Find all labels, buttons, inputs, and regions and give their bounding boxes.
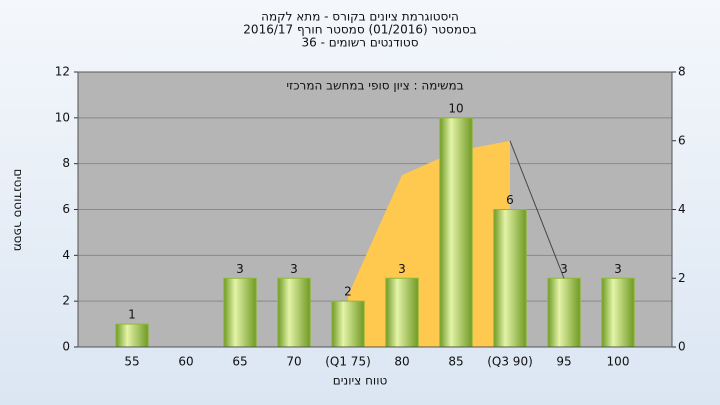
- x-tick-label: 100: [607, 355, 630, 369]
- x-tick-label: 65: [232, 355, 247, 369]
- y2-tick-label: 8: [678, 65, 686, 79]
- y-tick-label: 4: [62, 248, 70, 262]
- x-tick-label: 55: [124, 355, 139, 369]
- annotation: במשימה : ציון סופי במחשב המרכזי: [286, 79, 463, 93]
- bar: [115, 323, 149, 348]
- x-tick-label: (Q3 90): [487, 355, 533, 369]
- y-tick-label: 2: [62, 294, 70, 308]
- data-label: 3: [398, 262, 406, 276]
- chart-title: היסטוגרמת ציונים בקורס - מתא לקמה: [261, 10, 459, 24]
- y2-tick-label: 4: [678, 202, 686, 216]
- y-tick-label: 10: [55, 110, 70, 124]
- y-tick-label: 0: [62, 340, 70, 354]
- x-tick-label: (Q1 75): [325, 355, 371, 369]
- plot-border: [77, 71, 673, 348]
- y2-tick-label: 0: [678, 340, 686, 354]
- y-tick-label: 8: [62, 156, 70, 170]
- line: [509, 140, 565, 279]
- y2-tick-label: 2: [678, 271, 686, 285]
- y-tick-label: 6: [62, 202, 70, 216]
- data-label: 2: [344, 285, 352, 299]
- bar: [223, 277, 257, 348]
- data-label: 3: [614, 262, 622, 276]
- x-tick-label: 70: [286, 355, 301, 369]
- y2-tick-label: 6: [678, 133, 686, 147]
- x-tick-label: 85: [448, 355, 463, 369]
- data-label: 10: [448, 101, 463, 115]
- x-tick-label: 95: [556, 355, 571, 369]
- chart-subtitle: סטודנטים רשומים - 36: [301, 36, 418, 50]
- bar: [385, 277, 419, 348]
- data-label: 6: [506, 193, 514, 207]
- data-label: 3: [236, 262, 244, 276]
- x-tick-label: 80: [394, 355, 409, 369]
- bar: [547, 277, 581, 348]
- y-axis-label: מספר סטודנטים: [12, 169, 26, 252]
- bar: [439, 117, 473, 348]
- bar: [493, 209, 527, 348]
- x-tick-label: 60: [178, 355, 193, 369]
- bar: [331, 300, 365, 348]
- data-label: 3: [290, 262, 298, 276]
- y-tick-label: 12: [55, 65, 70, 79]
- bar: [601, 277, 635, 348]
- data-label: 3: [560, 262, 568, 276]
- data-label: 1: [128, 308, 136, 322]
- chart-subtitle: בסמסטר (01/2016) סמסטר חורף 2016/17: [243, 23, 476, 37]
- bar: [277, 277, 311, 348]
- x-axis-label: טווח ציונים: [333, 374, 388, 388]
